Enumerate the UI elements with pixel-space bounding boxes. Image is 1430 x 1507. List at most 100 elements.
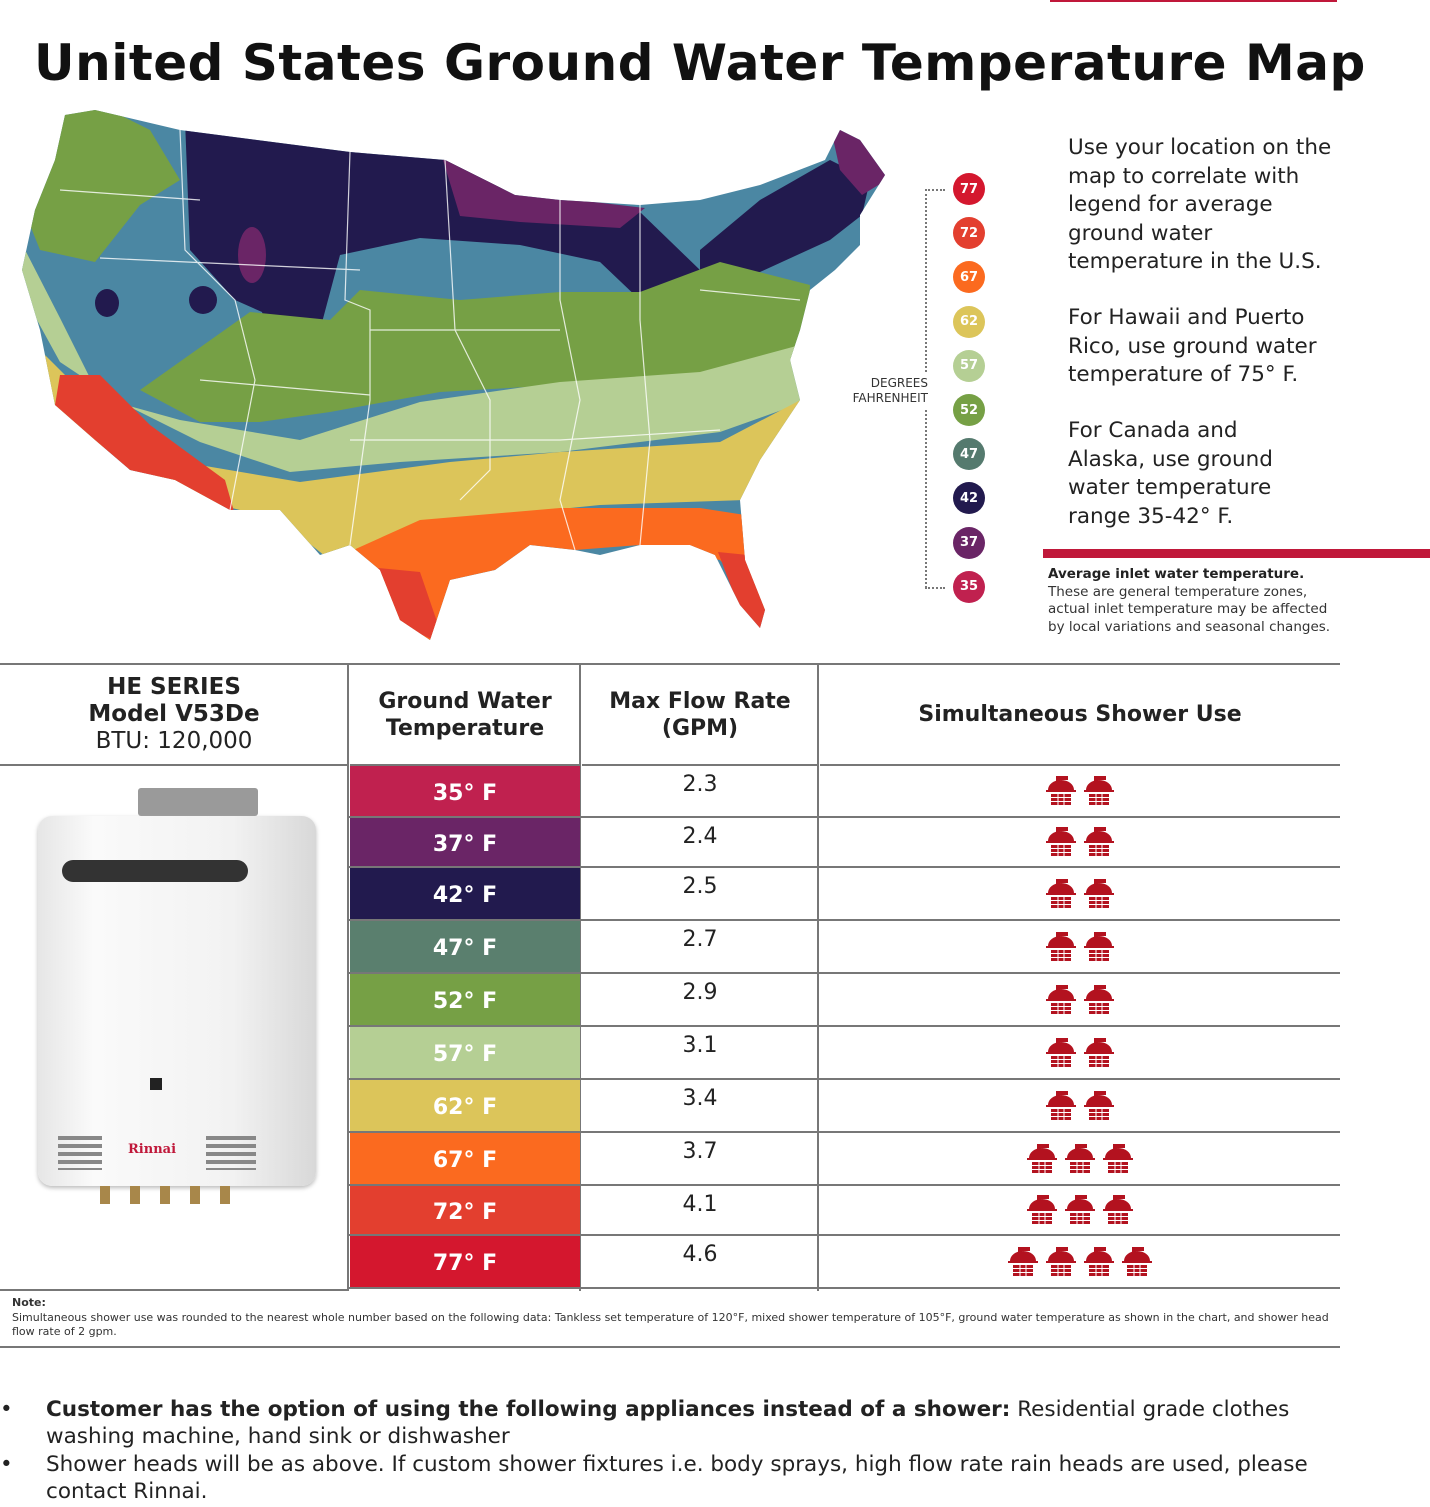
zone-57: [22, 240, 810, 472]
bullet-appliances: • Customer has the option of using the fo…: [0, 1396, 1400, 1452]
temperature-cell: 77° F: [350, 1236, 580, 1287]
accent-bar: [1043, 549, 1430, 558]
header-label: Ground Water Temperature: [378, 688, 552, 741]
legend-dot-35: 35: [953, 570, 985, 603]
legend-dot-42: 42: [953, 482, 985, 515]
legend-dot-62: 62: [953, 305, 985, 338]
table-row: 62° F 3.4: [348, 1080, 1340, 1133]
zone-37-maine: [830, 125, 885, 195]
shower-use-cell: [820, 1186, 1340, 1234]
heater-handle: [62, 860, 248, 882]
temperature-cell: 72° F: [350, 1186, 580, 1234]
zone-72-texas: [378, 568, 445, 640]
shower-head-icon: [1006, 1245, 1040, 1281]
shower-head-icon: [1044, 1036, 1078, 1072]
hawaii-pr-text: For Hawaii and Puerto Rico, use ground w…: [1068, 305, 1317, 387]
page-title: United States Ground Water Temperature M…: [34, 34, 1366, 92]
flow-rate-cell: 2.7: [682, 927, 718, 952]
shower-use-cell: [820, 1236, 1340, 1287]
zone-72-florida: [718, 552, 770, 632]
flow-rate-table: HE SERIES Model V53De BTU: 120,000 Groun…: [0, 663, 1340, 1291]
note-text: Simultaneous shower use was rounded to t…: [12, 1310, 1329, 1339]
shower-head-icon: [1063, 1193, 1097, 1229]
zone-42-northeast: [700, 160, 870, 282]
shower-head-icon: [1082, 774, 1116, 810]
flow-rate-cell: 2.5: [682, 874, 718, 899]
header-label: Max Flow Rate (GPM): [609, 688, 791, 741]
shower-head-icon: [1044, 1245, 1078, 1281]
temperature-cell: 57° F: [350, 1027, 580, 1078]
shower-use-cell: [820, 868, 1340, 919]
shower-head-icon: [1082, 1036, 1116, 1072]
column-divider: [579, 665, 581, 1291]
instructions-text: Use your location on the map to correlat…: [1068, 135, 1332, 274]
legend-unit-line2: FAHRENHEIT: [852, 391, 928, 405]
shower-head-icon: [1082, 930, 1116, 966]
table-row: 72° F 4.1: [348, 1186, 1340, 1236]
bullet-text: Shower heads will be as above. If custom…: [46, 1452, 1308, 1504]
table-row: 77° F 4.6: [348, 1236, 1340, 1289]
table-row: 35° F 2.3: [348, 766, 1340, 818]
heater-vent: [58, 1136, 102, 1170]
zone-52-west: [22, 110, 180, 262]
flow-rate-cell: 2.9: [682, 980, 718, 1005]
shower-head-icon: [1044, 983, 1078, 1019]
bullet-text: Residential grade clothes washing machin…: [46, 1397, 1290, 1449]
note-label: Note:: [12, 1296, 46, 1309]
table-row: 57° F 3.1: [348, 1027, 1340, 1080]
zone-42-spot: [95, 289, 119, 317]
bullet-shower-heads: • Shower heads will be as above. If custo…: [0, 1451, 1400, 1507]
shower-head-icon: [1082, 1089, 1116, 1125]
shower-head-icon: [1044, 877, 1078, 913]
legend-unit-label: DEGREES FAHRENHEIT: [820, 372, 928, 410]
note-divider: [0, 1346, 1340, 1348]
model-name: Model V53De: [88, 701, 260, 727]
header-max-flow-rate: Max Flow Rate (GPM): [582, 665, 818, 766]
table-row: 47° F 2.7: [348, 921, 1340, 974]
shower-head-icon: [1082, 877, 1116, 913]
shower-head-icon: [1082, 825, 1116, 861]
temperature-cell: 52° F: [350, 974, 580, 1025]
zone-42-spot: [189, 286, 217, 314]
bullet-dot: •: [0, 1397, 13, 1422]
table-row: 67° F 3.7: [348, 1133, 1340, 1186]
shower-head-icon: [1082, 983, 1116, 1019]
us-ground-water-map: [22, 110, 885, 640]
shower-head-icon: [1044, 774, 1078, 810]
water-heater-image: Rinnai: [38, 788, 318, 1208]
shower-use-cell: [820, 1027, 1340, 1078]
heater-brand-logo: Rinnai: [128, 1142, 177, 1157]
shower-head-icon: [1044, 825, 1078, 861]
header-ground-water-temperature: Ground Water Temperature: [350, 665, 580, 766]
canada-alaska-text: For Canada and Alaska, use ground water …: [1068, 418, 1273, 529]
bullet-bold: Customer has the option of using the fol…: [46, 1397, 1011, 1422]
temperature-cell: 67° F: [350, 1133, 580, 1184]
shower-use-cell: [820, 1080, 1340, 1131]
disclaimer: Average inlet water temperature. These ar…: [1048, 566, 1338, 637]
legend-dot-57: 57: [953, 349, 985, 382]
shower-head-icon: [1101, 1193, 1135, 1229]
mounting-bracket: [138, 788, 258, 816]
header-label: Simultaneous Shower Use: [918, 702, 1242, 727]
model-header: HE SERIES Model V53De BTU: 120,000: [0, 665, 348, 766]
shower-head-icon: [1082, 1245, 1116, 1281]
zone-37-spot: [238, 227, 266, 283]
shower-use-cell: [820, 921, 1340, 972]
table-row: 37° F 2.4: [348, 818, 1340, 868]
top-accent-line: [1050, 0, 1337, 2]
temperature-cell: 35° F: [350, 766, 580, 816]
flow-rate-cell: 4.6: [682, 1242, 718, 1267]
flow-rate-cell: 2.3: [682, 772, 718, 797]
flow-rate-cell: 3.1: [682, 1033, 718, 1058]
flow-rate-cell: 2.4: [682, 824, 718, 849]
table-row: 42° F 2.5: [348, 868, 1340, 921]
zone-72-california: [55, 375, 235, 515]
legend-dot-67: 67: [953, 261, 985, 294]
shower-head-icon: [1063, 1142, 1097, 1178]
shower-head-icon: [1025, 1142, 1059, 1178]
table-row: 52° F 2.9: [348, 974, 1340, 1027]
legend-unit-line1: DEGREES: [870, 376, 928, 390]
model-btu: BTU: 120,000: [95, 728, 253, 754]
shower-use-cell: [820, 1133, 1340, 1184]
note: Note: Simultaneous shower use was rounded…: [12, 1296, 1332, 1340]
